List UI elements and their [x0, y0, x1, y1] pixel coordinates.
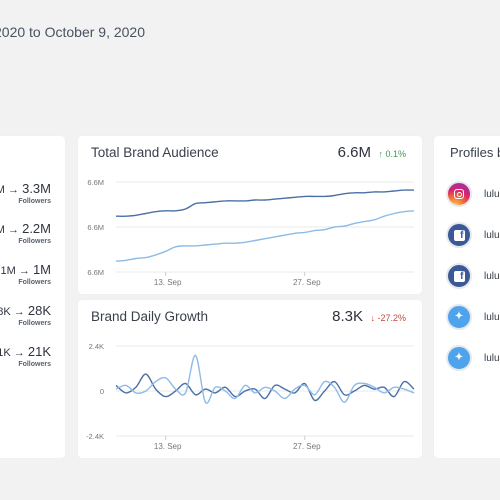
followers-from: M	[0, 224, 5, 236]
card-title: Profiles b	[450, 145, 500, 160]
followers-from: 1M	[0, 265, 16, 277]
profile-name: lulu	[484, 270, 500, 282]
profile-item[interactable]: f lulu	[446, 263, 500, 289]
profile-item[interactable]: ✦ lulu	[446, 345, 500, 371]
y-tick-label: 6.6M	[87, 178, 104, 187]
facebook-icon: f	[446, 222, 472, 248]
date-range-label: 2020 to October 9, 2020	[0, 24, 145, 40]
followers-to: 3.3M	[22, 181, 51, 196]
followers-label: Followers	[18, 279, 51, 286]
facebook-icon: f	[446, 263, 472, 289]
profile-item[interactable]: f lulu	[446, 222, 500, 248]
followers-row-5: 21K → 21K Followers	[0, 344, 51, 368]
followers-label: Followers	[18, 361, 51, 368]
followers-from: 28K	[0, 306, 11, 318]
arrow-down-icon: ↓	[370, 313, 375, 323]
followers-row-2: M → 2.2M Followers	[0, 221, 51, 245]
card-title: Total Brand Audience	[91, 145, 219, 160]
metric-change: ↑ 0.1%	[378, 149, 406, 159]
y-tick-label: -2.4K	[86, 432, 104, 441]
profile-item[interactable]: ✦ lulu	[446, 304, 500, 330]
x-tick-label: 13. Sep	[154, 278, 182, 287]
total-brand-audience-card: Total Brand Audience 6.6M ↑ 0.1% 6.6M 6.6…	[78, 136, 422, 294]
change-value: 0.1%	[385, 149, 406, 159]
y-tick-label: 6.6M	[87, 268, 104, 277]
followers-label: Followers	[18, 320, 51, 327]
followers-from: M	[0, 184, 5, 196]
followers-from: 21K	[0, 347, 11, 359]
followers-to: 2.2M	[22, 221, 51, 236]
followers-to: 1M	[32, 262, 51, 277]
x-tick-label: 27. Sep	[293, 442, 321, 451]
profiles-card: Profiles b lulu f lulu f lulu ✦ lulu ✦ l…	[434, 136, 500, 458]
series-line	[115, 354, 415, 404]
x-tick-label: 13. Sep	[154, 442, 182, 451]
x-tick-label: 27. Sep	[293, 278, 321, 287]
y-tick-label: 6.6M	[87, 223, 104, 232]
followers-to: 21K	[27, 344, 51, 359]
card-title: Brand Daily Growth	[91, 309, 209, 324]
followers-row-4: 28K → 28K Followers	[0, 303, 51, 327]
series-line	[115, 189, 415, 217]
growth-chart: 2.4K 0 -2.4K 13. Sep 27. Sep	[86, 342, 415, 451]
y-tick-label: 0	[100, 387, 104, 396]
change-value: -27.2%	[377, 313, 406, 323]
audience-metric: 6.6M ↑ 0.1%	[338, 144, 406, 162]
twitter-icon: ✦	[446, 345, 472, 371]
followers-row-3: 1M → 1M Followers	[0, 262, 51, 286]
metric-change: ↓ -27.2%	[370, 313, 406, 323]
growth-metric: 8.3K ↓ -27.2%	[332, 308, 406, 326]
followers-row-1: M → 3.3M Followers	[0, 181, 51, 205]
metric-value: 8.3K	[332, 308, 363, 325]
profile-name: lulu	[484, 352, 500, 364]
followers-card: M → 3.3M Followers M → 2.2M Followers 1M…	[0, 136, 65, 458]
profile-name: lulu	[484, 311, 500, 323]
followers-label: Followers	[18, 238, 51, 245]
followers-to: 28K	[27, 303, 51, 318]
profile-name: lulu	[484, 188, 500, 200]
audience-chart: 6.6M 6.6M 6.6M 13. Sep 27. Sep	[87, 178, 415, 287]
brand-daily-growth-card: Brand Daily Growth 8.3K ↓ -27.2% 2.4K 0 -2…	[78, 300, 422, 458]
series-line	[115, 210, 415, 262]
profile-name: lulu	[484, 229, 500, 241]
followers-label: Followers	[18, 198, 51, 205]
twitter-icon: ✦	[446, 304, 472, 330]
arrow-up-icon: ↑	[378, 149, 383, 159]
profile-item[interactable]: lulu	[446, 181, 500, 207]
y-tick-label: 2.4K	[89, 342, 104, 351]
metric-value: 6.6M	[337, 144, 372, 161]
series-line	[115, 373, 415, 402]
instagram-icon	[446, 181, 472, 207]
